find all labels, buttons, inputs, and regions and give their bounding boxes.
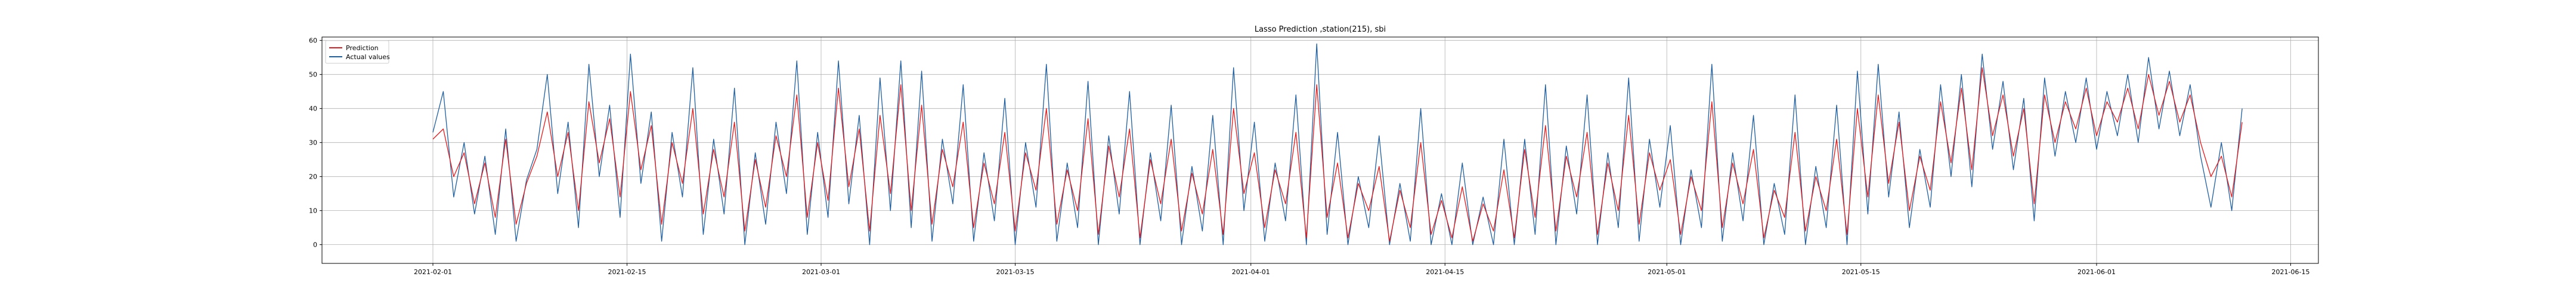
x-tick-label: 2021-06-15 [2272, 268, 2310, 276]
x-tick-label: 2021-04-01 [1232, 268, 1270, 276]
x-tick-label: 2021-06-01 [2077, 268, 2116, 276]
y-tick-label: 50 [309, 71, 317, 79]
plot-area-frame [321, 36, 2319, 264]
x-tick-label: 2021-03-15 [996, 268, 1035, 276]
legend-label-actual-values: Actual values [346, 53, 390, 61]
y-tick-label: 20 [309, 173, 317, 181]
x-tick-label: 2021-02-15 [608, 268, 646, 276]
chart-title: Lasso Prediction ,station(215), sbi [1255, 25, 1386, 34]
x-axis: 2021-02-01 2021-02-15 2021-03-01 2021-03-15… [414, 263, 2309, 276]
x-tick-label: 2021-02-01 [414, 268, 452, 276]
x-tick-label: 2021-03-01 [802, 268, 840, 276]
series-lines [432, 43, 2243, 245]
y-tick-label: 40 [309, 105, 317, 113]
y-tick-label: 30 [309, 139, 317, 147]
y-tick-label: 10 [309, 207, 317, 215]
x-tick-label: 2021-04-15 [1426, 268, 1464, 276]
y-tick-label: 60 [309, 37, 317, 45]
legend-box [325, 40, 389, 64]
x-tick-label: 2021-05-01 [1648, 268, 1686, 276]
legend-label-prediction: Prediction [346, 44, 379, 52]
legend: Prediction Actual values [325, 40, 390, 64]
y-axis: 0 10 20 30 40 50 60 [309, 37, 322, 249]
y-tick-label: 0 [313, 241, 317, 249]
x-tick-label: 2021-05-15 [1842, 268, 1880, 276]
series-line-prediction [432, 67, 2243, 242]
series-line-actual-values [432, 43, 2243, 245]
